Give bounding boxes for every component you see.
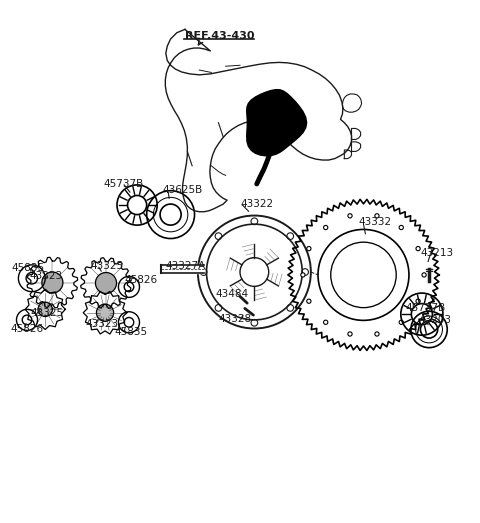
Text: 43323: 43323	[29, 271, 62, 281]
Circle shape	[287, 233, 294, 240]
Circle shape	[251, 218, 258, 225]
Text: 45835: 45835	[115, 327, 148, 337]
Circle shape	[215, 304, 222, 311]
Circle shape	[96, 272, 117, 293]
Circle shape	[200, 269, 207, 276]
Text: 45826: 45826	[10, 324, 43, 334]
Text: 43325: 43325	[91, 262, 124, 271]
Text: 43325: 43325	[31, 308, 64, 317]
Circle shape	[399, 225, 403, 230]
Text: 43332: 43332	[359, 217, 392, 228]
Circle shape	[301, 273, 305, 277]
Circle shape	[287, 304, 294, 311]
Text: REF.43-430: REF.43-430	[185, 31, 254, 41]
Circle shape	[96, 304, 114, 321]
Text: 43484: 43484	[215, 289, 248, 299]
Circle shape	[38, 302, 52, 316]
Circle shape	[251, 320, 258, 326]
Circle shape	[42, 272, 63, 293]
Text: 45737B: 45737B	[104, 179, 144, 189]
Circle shape	[375, 332, 379, 336]
Text: 43203: 43203	[419, 315, 452, 325]
Circle shape	[348, 214, 352, 218]
Circle shape	[307, 299, 311, 303]
Circle shape	[307, 246, 311, 251]
Circle shape	[302, 269, 309, 276]
Text: 43327A: 43327A	[166, 262, 206, 271]
Circle shape	[324, 320, 328, 324]
Text: 45826: 45826	[124, 275, 157, 285]
Circle shape	[416, 246, 420, 251]
Circle shape	[348, 332, 352, 336]
Circle shape	[422, 273, 426, 277]
Polygon shape	[247, 89, 307, 156]
Circle shape	[375, 214, 379, 218]
Text: 43625B: 43625B	[162, 185, 203, 195]
Circle shape	[324, 225, 328, 230]
Text: 43322: 43322	[240, 199, 273, 209]
Text: 43328: 43328	[218, 314, 252, 324]
Text: 45835: 45835	[11, 263, 44, 272]
Text: 43213: 43213	[420, 248, 453, 258]
Circle shape	[416, 299, 420, 303]
Circle shape	[399, 320, 403, 324]
Circle shape	[215, 233, 222, 240]
Text: 43323: 43323	[86, 319, 119, 329]
Text: 45737B: 45737B	[405, 303, 445, 313]
